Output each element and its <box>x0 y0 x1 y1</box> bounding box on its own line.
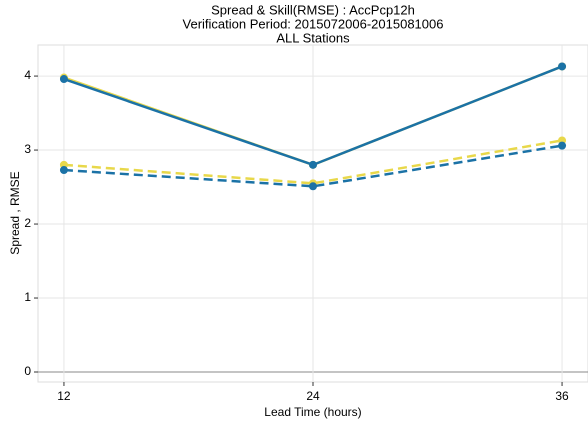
point <box>309 160 317 169</box>
y-tick-label: 2 <box>24 216 31 230</box>
x-tick-label: 36 <box>555 389 569 403</box>
chart-subtitle: ALL Stations <box>276 30 350 45</box>
x-axis-label: Lead Time (hours) <box>264 405 361 419</box>
x-tick-label: 12 <box>57 389 71 403</box>
y-tick-label: 0 <box>24 364 31 378</box>
y-tick-label: 1 <box>24 290 31 304</box>
point <box>59 75 68 84</box>
point <box>59 166 68 175</box>
point <box>558 141 567 150</box>
y-tick-label: 4 <box>24 68 31 82</box>
y-tick-label: 3 <box>24 142 31 156</box>
x-tick-label: 24 <box>306 389 320 403</box>
y-axis-label: Spread , RMSE <box>8 171 22 254</box>
point <box>309 182 317 191</box>
chart-subtitle: Verification Period: 2015072006-20150810… <box>183 16 444 31</box>
point <box>558 62 567 71</box>
chart-title: Spread & Skill(RMSE) : AccPcp12h <box>211 2 415 17</box>
